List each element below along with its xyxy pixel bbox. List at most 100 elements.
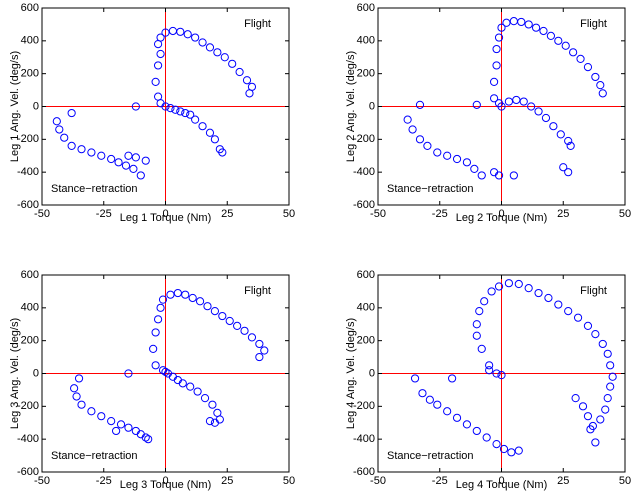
point (171, 105, 180, 114)
point (67, 108, 76, 118)
point (480, 297, 489, 306)
point (203, 302, 212, 311)
point (566, 141, 575, 150)
point (151, 328, 160, 337)
point (156, 303, 165, 312)
point (494, 33, 504, 42)
point (52, 117, 61, 126)
y-tick-label: -200 (17, 133, 39, 145)
point (418, 389, 427, 398)
point (497, 371, 506, 380)
y-tick-label: 200 (357, 68, 375, 80)
y-tick-label: -400 (353, 166, 375, 178)
point (452, 413, 462, 422)
point (472, 426, 481, 436)
x-tick-label: 0 (162, 208, 168, 220)
point (470, 164, 479, 173)
point (112, 426, 121, 436)
y-axis-label: Leg 4 Ang. Vel. (deg/s) (345, 318, 357, 429)
point (544, 293, 553, 303)
annotation: Flight (580, 285, 607, 297)
point (97, 412, 106, 421)
point (497, 23, 506, 32)
y-tick-label: -400 (353, 433, 375, 445)
x-tick-label: 25 (221, 475, 233, 487)
point (131, 153, 140, 162)
point (415, 135, 425, 144)
point (596, 81, 605, 90)
point (181, 290, 190, 299)
point (448, 374, 457, 383)
y-tick-label: 600 (357, 2, 375, 14)
x-tick-label: 0 (498, 475, 504, 487)
point (489, 77, 499, 86)
y-axis-label: Leg 2 Ang. Vel. (deg/s) (345, 51, 357, 162)
x-axis-label: Leg 3 Torque (Nm) (120, 479, 212, 491)
point (571, 394, 580, 403)
y-tick-label: -400 (17, 166, 39, 178)
x-tick-label: 25 (557, 475, 569, 487)
point (181, 108, 190, 118)
point (410, 374, 420, 383)
point (210, 135, 219, 144)
point (124, 369, 133, 378)
y-tick-label: 0 (33, 367, 39, 379)
point (240, 326, 249, 335)
annotation: Flight (244, 18, 271, 30)
x-axis-label: Leg 4 Torque (Nm) (456, 479, 548, 491)
point (87, 407, 96, 416)
point (502, 18, 511, 27)
point (569, 48, 578, 57)
point (489, 94, 499, 103)
point (408, 125, 417, 134)
point (218, 148, 227, 157)
point (598, 89, 607, 98)
point (60, 133, 69, 142)
point (210, 418, 219, 427)
point (485, 366, 494, 375)
point (141, 156, 150, 165)
point (124, 423, 133, 432)
point (554, 300, 563, 309)
x-tick-label: 50 (619, 208, 631, 220)
point (443, 151, 452, 160)
y-tick-label: 600 (21, 2, 39, 14)
point (415, 100, 425, 109)
y-axis-label: Leg 3 Ang. Vel. (deg/s) (9, 318, 21, 429)
point (556, 130, 565, 139)
y-tick-label: 200 (357, 335, 375, 347)
y-tick-label: 400 (21, 35, 39, 47)
point (578, 402, 588, 411)
point (156, 33, 165, 42)
point (107, 154, 116, 164)
y-tick-label: 200 (21, 335, 39, 347)
y-tick-label: -600 (17, 199, 39, 211)
point (97, 151, 106, 160)
point (156, 49, 165, 59)
point (539, 26, 548, 36)
point (141, 433, 150, 442)
point (191, 33, 200, 42)
point (77, 145, 86, 154)
point (136, 171, 145, 180)
point (193, 387, 202, 396)
point (583, 321, 593, 330)
y-tick-label: 0 (369, 100, 375, 112)
point (472, 100, 481, 109)
y-tick-label: 600 (21, 269, 39, 281)
point (218, 311, 227, 321)
point (153, 61, 163, 70)
point (494, 282, 504, 291)
point (74, 374, 84, 383)
point (507, 448, 516, 457)
point (492, 369, 501, 378)
x-tick-label: -25 (96, 475, 112, 487)
point (153, 315, 163, 324)
point (158, 295, 168, 304)
y-tick-label: 400 (357, 35, 375, 47)
point (210, 307, 219, 316)
x-tick-label: -25 (432, 208, 448, 220)
point (477, 171, 486, 180)
y-tick-label: -600 (353, 466, 375, 478)
point (452, 154, 462, 164)
